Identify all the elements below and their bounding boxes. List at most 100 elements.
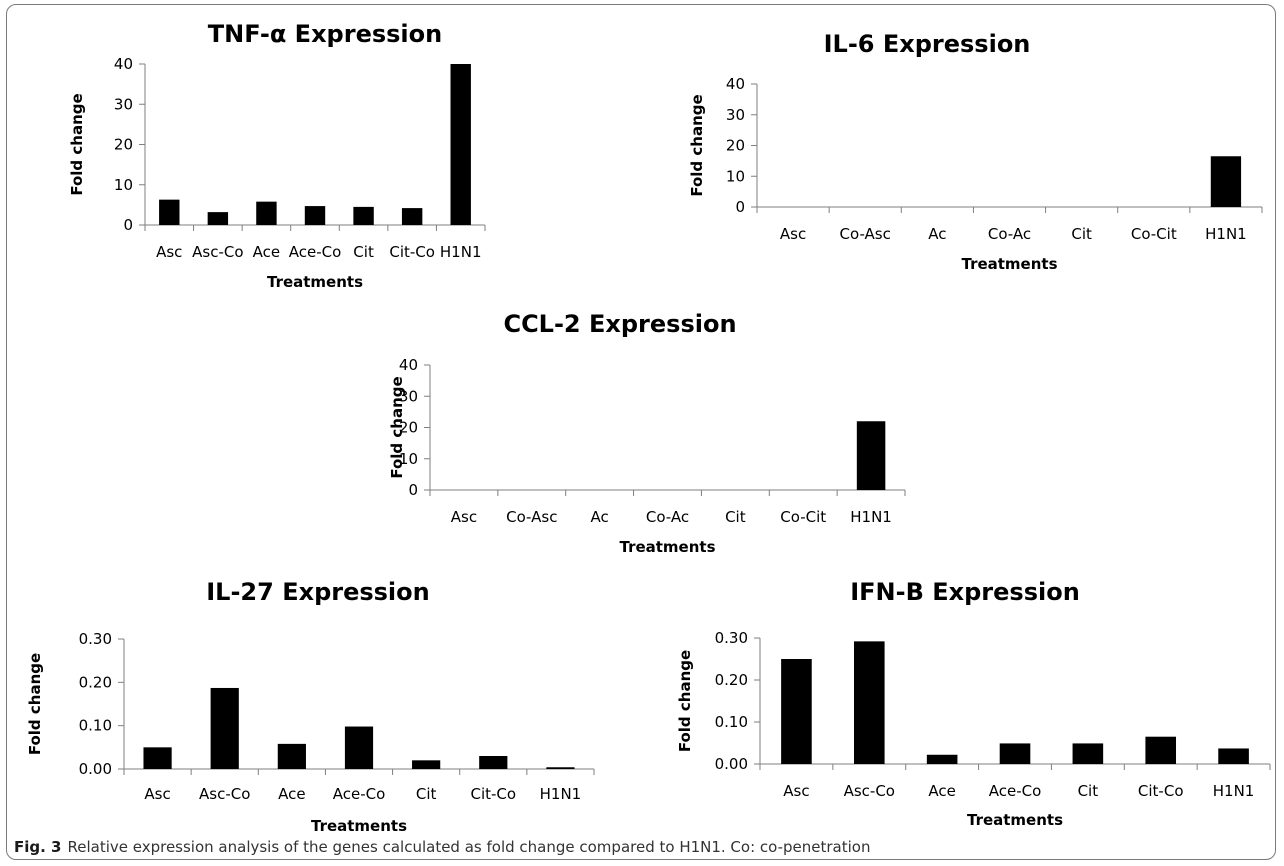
- chart-title: IL-6 Expression: [824, 30, 1031, 58]
- y-tick-label: 0: [123, 216, 133, 234]
- y-tick-label: 0.30: [715, 629, 748, 647]
- y-tick-label: 30: [726, 106, 745, 124]
- y-tick-label: 10: [114, 176, 133, 194]
- x-tick-label: Ac: [591, 508, 609, 526]
- x-tick-label: Ace-Co: [333, 785, 386, 803]
- x-tick-label: Asc-Co: [844, 782, 895, 800]
- x-tick-label: Asc: [156, 243, 182, 261]
- y-tick-label: 0.20: [715, 671, 748, 689]
- bar-asc-co: [207, 212, 229, 225]
- x-tick-label: Ace: [928, 782, 955, 800]
- chart-title: CCL-2 Expression: [503, 310, 736, 338]
- x-axis-label: Treatments: [967, 811, 1063, 829]
- y-tick-label: 20: [726, 137, 745, 155]
- y-tick-label: 0.00: [715, 755, 748, 773]
- x-tick-label: H1N1: [540, 785, 582, 803]
- x-tick-label: Cit-Co: [389, 243, 435, 261]
- y-tick-label: 40: [726, 75, 745, 93]
- x-tick-label: Asc-Co: [192, 243, 243, 261]
- x-axis-label: Treatments: [267, 273, 363, 291]
- y-tick-label: 0: [408, 481, 418, 499]
- bar-ace-co: [344, 726, 374, 769]
- bar-asc-co: [210, 687, 239, 769]
- x-tick-label: H1N1: [440, 243, 482, 261]
- chart-title: TNF-α Expression: [208, 20, 442, 48]
- y-axis-label: Fold change: [388, 376, 406, 478]
- bar-cit: [412, 760, 441, 769]
- x-tick-label: Ac: [928, 225, 946, 243]
- y-axis-label: Fold change: [26, 653, 44, 755]
- x-tick-label: Asc: [144, 785, 170, 803]
- x-tick-label: Asc-Co: [199, 785, 250, 803]
- x-tick-label: Cit: [416, 785, 437, 803]
- bar-ace-co: [304, 206, 326, 225]
- bar-cit-co: [401, 208, 423, 225]
- chart-il-6: IL-6 Expression Fold change 0 10 20 30 40 Asc Co…: [688, 30, 1263, 273]
- x-tick-label: Cit: [725, 508, 746, 526]
- figure-label: Fig. 3: [14, 838, 62, 856]
- y-axis-label: Fold change: [676, 650, 694, 752]
- y-tick-label: 10: [726, 167, 745, 185]
- bar-asc-co: [853, 641, 885, 764]
- chart-title: IL-27 Expression: [206, 578, 429, 606]
- x-tick-label: Cit: [353, 243, 374, 261]
- chart-il-27: IL-27 Expression Fold change 0.00 0.10 0.20 0…: [26, 578, 595, 835]
- x-tick-label: Co-Cit: [1131, 225, 1177, 243]
- y-tick-label: 10: [399, 450, 418, 468]
- chart-tnf-alpha: TNF-α Expression Fold change 0 10 20 30 40 Asc A…: [68, 20, 486, 291]
- x-tick-label: Ace-Co: [289, 243, 342, 261]
- y-tick-label: 40: [399, 356, 418, 374]
- y-tick-label: 30: [399, 387, 418, 405]
- bar-h1n1: [450, 64, 471, 225]
- x-axis-label: Treatments: [619, 538, 715, 556]
- chart-title: IFN-B Expression: [850, 578, 1080, 606]
- x-tick-label: Cit-Co: [470, 785, 516, 803]
- bar-h1n1: [856, 421, 886, 490]
- y-tick-label: 0.10: [79, 717, 112, 735]
- y-tick-label: 0.20: [79, 673, 112, 691]
- bar-asc: [159, 199, 180, 225]
- x-tick-label: Asc: [451, 508, 477, 526]
- chart-ifn-b: IFN-B Expression Fold change 0.00 0.10 0.20 0…: [676, 578, 1271, 829]
- y-tick-label: 0.10: [715, 713, 748, 731]
- x-axis-label: Treatments: [311, 817, 407, 835]
- x-tick-label: H1N1: [850, 508, 892, 526]
- x-tick-label: Cit-Co: [1138, 782, 1184, 800]
- bar-asc: [143, 747, 172, 769]
- y-tick-label: 30: [114, 95, 133, 113]
- x-tick-label: Co-Ac: [646, 508, 689, 526]
- bar-cit: [353, 206, 374, 225]
- bar-ace: [277, 743, 306, 769]
- x-tick-label: Ace-Co: [989, 782, 1042, 800]
- bar-asc: [781, 659, 812, 764]
- x-tick-label: H1N1: [1213, 782, 1255, 800]
- x-tick-label: Co-Asc: [506, 508, 557, 526]
- x-tick-label: Cit: [1071, 225, 1092, 243]
- y-tick-label: 20: [114, 136, 133, 154]
- y-tick-label: 0.00: [79, 760, 112, 778]
- y-tick-label: 0.30: [79, 630, 112, 648]
- bar-ace: [926, 754, 958, 764]
- bar-h1n1: [1210, 156, 1242, 207]
- x-tick-label: Ace: [253, 243, 280, 261]
- x-tick-label: Co-Asc: [840, 225, 891, 243]
- figure-caption: Fig. 3 Relative expression analysis of th…: [14, 838, 1264, 856]
- x-tick-label: Ace: [278, 785, 305, 803]
- y-axis-label: Fold change: [688, 94, 706, 196]
- x-tick-label: Co-Cit: [780, 508, 826, 526]
- bar-cit-co: [479, 756, 508, 769]
- bar-h1n1: [1218, 748, 1249, 764]
- x-tick-label: Cit: [1078, 782, 1099, 800]
- bar-ace: [256, 201, 277, 225]
- y-axis-label: Fold change: [68, 93, 86, 195]
- caption-text: Relative expression analysis of the gene…: [67, 838, 871, 856]
- x-tick-label: Co-Ac: [988, 225, 1031, 243]
- bar-cit: [1072, 743, 1104, 764]
- bar-ace-co: [999, 743, 1031, 764]
- x-axis-label: Treatments: [961, 255, 1057, 273]
- y-tick-label: 40: [114, 55, 133, 73]
- x-tick-label: Asc: [783, 782, 809, 800]
- bar-h1n1: [546, 767, 575, 769]
- y-tick-label: 0: [735, 198, 745, 216]
